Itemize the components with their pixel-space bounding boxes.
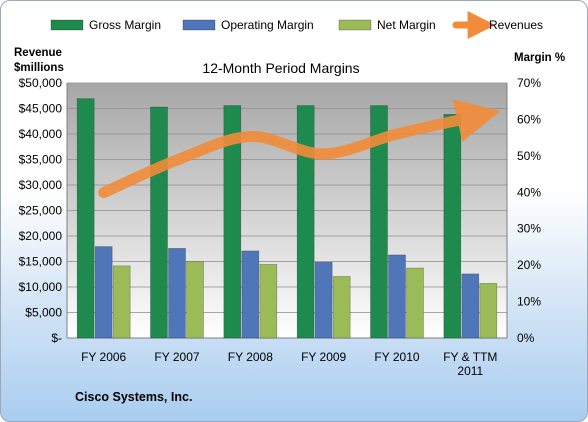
y-left-tick-label: $25,000 — [19, 204, 63, 218]
chart-title: 12-Month Period Margins — [202, 60, 359, 76]
gross-margin-bar — [296, 105, 315, 339]
net-margin-legend-swatch — [338, 19, 372, 31]
operating-margin-bar — [461, 273, 480, 339]
y-right-tick-label: 40% — [517, 185, 541, 199]
y-right-tick-label: 70% — [517, 76, 541, 90]
y-right-tick-label: 50% — [517, 149, 541, 163]
y-left-axis-title: $millions — [14, 62, 64, 74]
y-left-tick-label: $20,000 — [19, 229, 63, 243]
gross-margin-bar — [370, 105, 388, 339]
y-left-tick-label: $5,000 — [25, 306, 62, 320]
y-left-tick-label: $45,000 — [19, 102, 63, 116]
operating-margin-legend-swatch — [182, 19, 216, 31]
y-right-tick-label: 10% — [517, 295, 541, 309]
gross-margin-legend-label: Gross Margin — [89, 18, 161, 32]
operating-margin-legend-label: Operating Margin — [221, 18, 314, 32]
net-margin-bar — [479, 283, 498, 339]
gross-margin-bar — [76, 98, 95, 339]
net-margin-bar — [406, 267, 424, 339]
y-right-tick-label: 0% — [517, 331, 535, 345]
y-right-tick-label: 60% — [517, 112, 541, 126]
x-tick-label: FY 2008 — [228, 350, 273, 364]
net-margin-legend-label: Net Margin — [377, 18, 436, 32]
gross-margin-bar — [150, 106, 168, 339]
operating-margin-bar — [168, 248, 186, 339]
y-left-tick-label: $10,000 — [19, 280, 63, 294]
operating-margin-bar — [388, 254, 406, 339]
x-tick-label: FY 2010 — [374, 350, 419, 364]
x-tick-label: FY & TTM — [443, 350, 497, 364]
revenues-legend-label: Revenues — [489, 18, 543, 32]
operating-margin-bar — [94, 246, 113, 339]
company-name: Cisco Systems, Inc. — [75, 390, 193, 404]
y-left-tick-label: $- — [51, 331, 62, 345]
operating-margin-bar — [241, 250, 260, 339]
y-left-tick-label: $15,000 — [19, 255, 63, 269]
y-left-tick-label: $30,000 — [19, 178, 63, 192]
net-margin-bar — [332, 276, 351, 339]
gross-margin-bar — [443, 114, 462, 339]
y-right-tick-label: 20% — [517, 258, 541, 272]
x-tick-label: FY 2009 — [301, 350, 346, 364]
operating-margin-bar — [314, 261, 333, 339]
x-tick-label: FY 2006 — [81, 350, 126, 364]
gross-margin-bar — [223, 105, 242, 339]
gross-margin-legend-swatch — [50, 19, 84, 31]
y-left-tick-label: $40,000 — [19, 127, 63, 141]
net-margin-bar — [112, 265, 131, 339]
y-right-axis-title: Margin % — [514, 52, 565, 64]
net-margin-bar — [186, 261, 204, 339]
y-left-axis-title: Revenue — [14, 47, 62, 59]
net-margin-bar — [259, 264, 278, 339]
y-left-tick-label: $50,000 — [19, 76, 63, 90]
revenues-line — [98, 99, 501, 199]
y-right-tick-label: 30% — [517, 222, 541, 236]
x-tick-label: 2011 — [457, 364, 483, 378]
x-tick-label: FY 2007 — [154, 350, 199, 364]
y-left-tick-label: $35,000 — [19, 153, 63, 167]
